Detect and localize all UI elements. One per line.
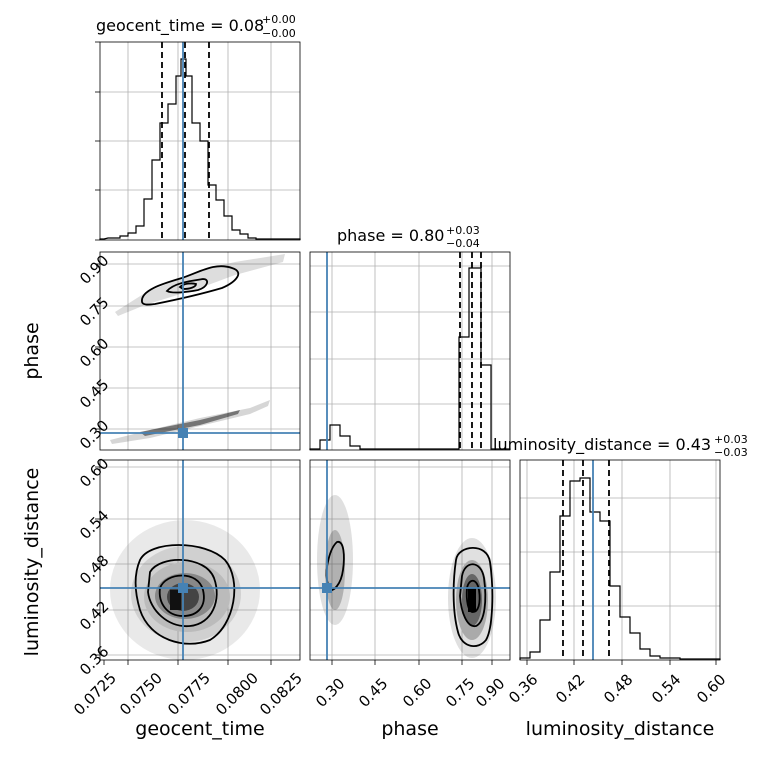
xticks-lumdist <box>526 660 717 665</box>
xtick-phase-0.45: 0.45 <box>355 674 391 710</box>
grid-phase-hist <box>310 252 510 450</box>
panel-lumdist-vs-phase: 0.30 0.45 0.60 0.75 0.90 phase <box>309 459 511 740</box>
yticks-geocent-hist <box>95 41 100 241</box>
contour-lumdist-phase-right-mid <box>459 563 487 627</box>
xtick-lumdist-0.60: 0.60 <box>693 670 729 706</box>
title-phase-sup: +0.03 <box>446 224 480 237</box>
xlabel-geocent-time: geocent_time <box>135 718 264 740</box>
truth-point-lumdist-phase <box>322 583 332 593</box>
xtick-phase-0.30: 0.30 <box>312 674 348 710</box>
ytick-phase-0.90: 0.90 <box>76 251 112 287</box>
ytick-lumdist-0.54: 0.54 <box>76 506 112 542</box>
title-geocent-sup: +0.00 <box>262 13 296 26</box>
xtick-lumdist-0.48: 0.48 <box>600 670 636 706</box>
xtick-phase-0.90: 0.90 <box>472 674 508 710</box>
frame-phase-hist <box>309 251 511 451</box>
panel-phase-vs-geocent: 0.30 0.45 0.60 0.75 0.90 phase <box>21 251 301 453</box>
samples-lumdist-phase <box>317 495 496 658</box>
title-geocent-sub: −0.00 <box>262 27 296 40</box>
xtick-phase-0.75: 0.75 <box>442 674 478 710</box>
truth-point-phase-geocent <box>178 428 188 438</box>
xlabel-phase: phase <box>381 718 438 740</box>
ylabel-phase: phase <box>21 322 43 379</box>
panel-geocent-time-hist: geocent_time = 0.08 +0.00 −0.00 <box>95 13 301 241</box>
histogram-luminosity-distance <box>519 477 721 660</box>
histogram-geocent-time <box>99 58 301 240</box>
xlabel-luminosity-distance: luminosity_distance <box>526 718 715 740</box>
panel-lumdist-vs-geocent: 0.36 0.42 0.48 0.54 0.60 luminosity_dist… <box>21 454 306 740</box>
xticks-phase <box>331 660 493 665</box>
ylabel-luminosity-distance: luminosity_distance <box>21 468 43 657</box>
title-luminosity-distance: luminosity_distance = 0.43 <box>493 435 711 455</box>
ytick-phase-0.45: 0.45 <box>76 375 112 411</box>
frame-phase-geocent <box>99 251 301 451</box>
xtick-geocent-0.0775: 0.0775 <box>164 669 214 719</box>
xticks-geocent <box>103 660 272 665</box>
grid-lumdist-hist <box>520 460 720 660</box>
frame-lumdist-geocent <box>99 459 301 661</box>
ytick-lumdist-0.48: 0.48 <box>76 551 112 587</box>
yticks-phase-geocent <box>95 263 100 430</box>
xtick-lumdist-0.36: 0.36 <box>505 670 541 706</box>
xtick-geocent-0.0725: 0.0725 <box>70 669 120 719</box>
panel-phase-hist: phase = 0.80 +0.03 −0.04 <box>309 224 511 451</box>
xtick-lumdist-0.54: 0.54 <box>648 670 684 706</box>
xtick-geocent-0.0750: 0.0750 <box>116 669 166 719</box>
histogram-phase <box>309 267 511 450</box>
title-phase-sub: −0.04 <box>446 237 480 250</box>
ytick-phase-0.75: 0.75 <box>76 293 112 329</box>
truth-point-lumdist-geocent <box>178 583 188 593</box>
ytick-phase-0.30: 0.30 <box>76 416 112 452</box>
xtick-lumdist-0.42: 0.42 <box>552 670 588 706</box>
yticks-lumdist-geocent <box>95 466 100 656</box>
ytick-phase-0.60: 0.60 <box>76 334 112 370</box>
contour-lumdist-geocent-outer <box>134 544 236 645</box>
contour-lumdist-geocent-mid <box>147 559 218 627</box>
contour-phase-geocent-inner <box>178 282 197 290</box>
contour-phase-geocent-outer <box>141 265 240 306</box>
xtick-geocent-0.0825: 0.0825 <box>256 669 306 719</box>
panel-lumdist-hist: 0.36 0.42 0.48 0.54 0.60 luminosity_dist… <box>493 433 748 740</box>
ytick-lumdist-0.42: 0.42 <box>76 597 112 633</box>
title-phase: phase = 0.80 <box>337 226 444 245</box>
frame-lumdist-hist <box>519 459 721 661</box>
xtick-geocent-0.0800: 0.0800 <box>212 669 262 719</box>
title-geocent-time: geocent_time = 0.08 <box>96 16 264 36</box>
frame-lumdist-phase <box>309 459 511 661</box>
grid-lumdist-geocent <box>100 460 300 660</box>
samples-phase-geocent <box>110 254 285 444</box>
contour-lumdist-phase-right-inner <box>465 579 481 613</box>
contour-lumdist-phase-right-outer <box>452 547 494 647</box>
title-lumdist-sup: +0.03 <box>714 433 748 446</box>
xtick-phase-0.60: 0.60 <box>399 674 435 710</box>
title-lumdist-sub: −0.03 <box>714 446 748 459</box>
contour-lumdist-geocent-inner <box>158 574 205 617</box>
